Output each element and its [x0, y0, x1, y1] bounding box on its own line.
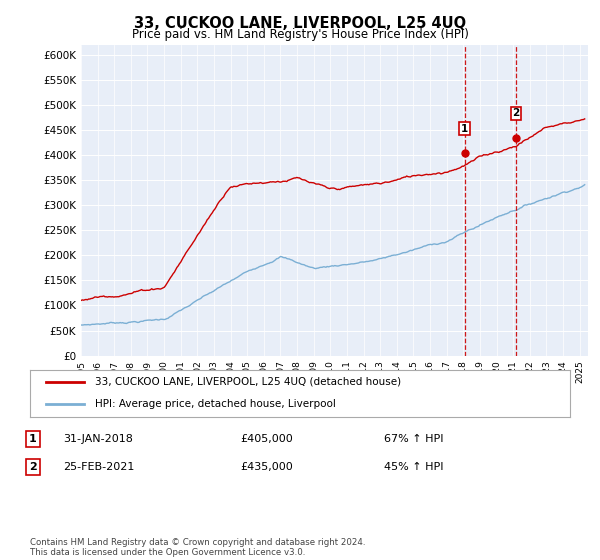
- Text: 67% ↑ HPI: 67% ↑ HPI: [384, 434, 443, 444]
- Text: Contains HM Land Registry data © Crown copyright and database right 2024.
This d: Contains HM Land Registry data © Crown c…: [30, 538, 365, 557]
- Text: 25-FEB-2021: 25-FEB-2021: [63, 462, 134, 472]
- Text: 1: 1: [461, 124, 468, 133]
- Text: Price paid vs. HM Land Registry's House Price Index (HPI): Price paid vs. HM Land Registry's House …: [131, 28, 469, 41]
- Text: HPI: Average price, detached house, Liverpool: HPI: Average price, detached house, Live…: [95, 399, 335, 409]
- Text: 2: 2: [512, 109, 520, 119]
- Text: 45% ↑ HPI: 45% ↑ HPI: [384, 462, 443, 472]
- Text: 31-JAN-2018: 31-JAN-2018: [63, 434, 133, 444]
- Text: 33, CUCKOO LANE, LIVERPOOL, L25 4UQ: 33, CUCKOO LANE, LIVERPOOL, L25 4UQ: [134, 16, 466, 31]
- Text: 1: 1: [29, 434, 37, 444]
- Text: £405,000: £405,000: [240, 434, 293, 444]
- Text: 33, CUCKOO LANE, LIVERPOOL, L25 4UQ (detached house): 33, CUCKOO LANE, LIVERPOOL, L25 4UQ (det…: [95, 376, 401, 386]
- Text: £435,000: £435,000: [240, 462, 293, 472]
- Text: 2: 2: [29, 462, 37, 472]
